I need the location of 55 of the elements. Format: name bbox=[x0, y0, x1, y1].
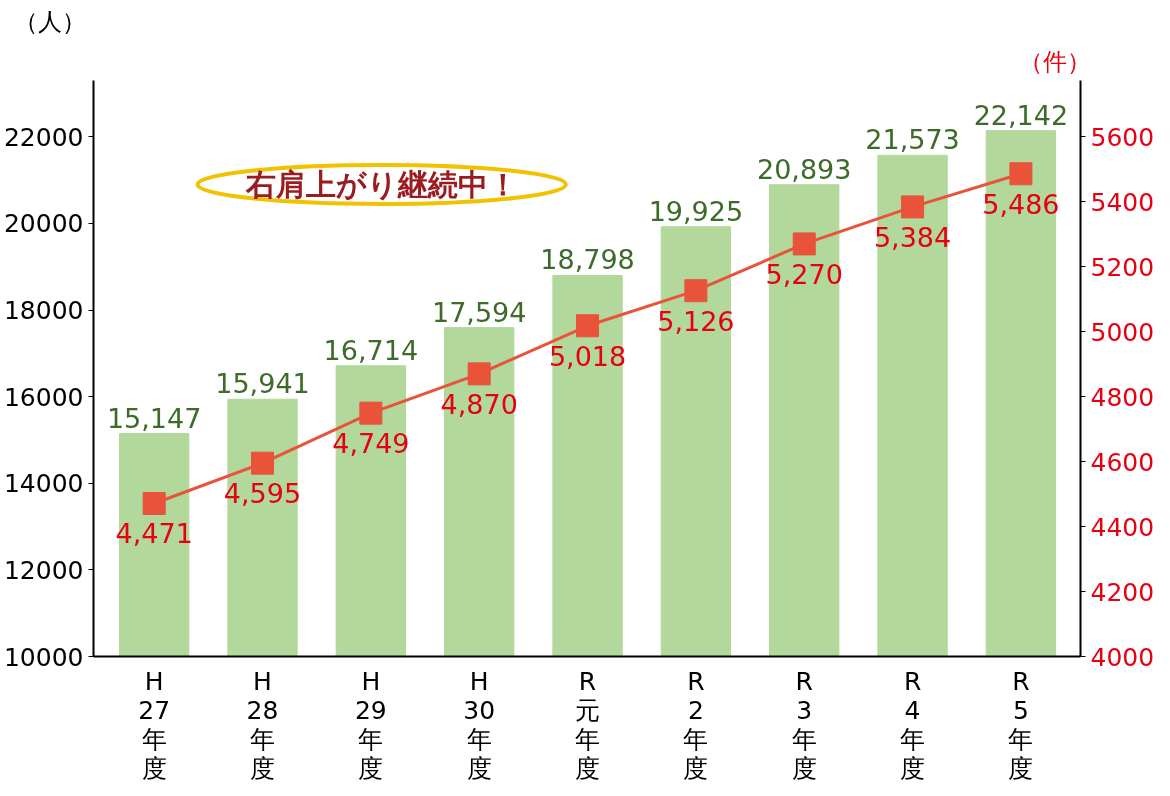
y2-tick-label: 4600 bbox=[1090, 447, 1155, 477]
x-tick-label: R2年度 bbox=[683, 666, 709, 783]
point bbox=[792, 232, 816, 256]
data-label: 22,142 bbox=[973, 99, 1069, 131]
data-label: 4,870 bbox=[440, 388, 518, 420]
point bbox=[1009, 162, 1033, 186]
y-tick-label: 14000 bbox=[3, 469, 84, 499]
point bbox=[359, 401, 383, 425]
y-tick-label: 20000 bbox=[3, 209, 84, 239]
x-tick-label: H27年度 bbox=[138, 666, 171, 783]
data-label: 17,594 bbox=[431, 296, 527, 328]
data-label: 20,893 bbox=[756, 153, 852, 185]
data-label: 4,749 bbox=[332, 428, 410, 460]
x-tick-label: R元年度 bbox=[575, 666, 601, 783]
y2-tick-label: 5200 bbox=[1090, 252, 1155, 282]
y2-tick-label: 5400 bbox=[1090, 187, 1155, 217]
data-label: 4,471 bbox=[115, 518, 193, 550]
data-label: 18,798 bbox=[540, 244, 635, 276]
point bbox=[684, 279, 708, 303]
data-label: 21,573 bbox=[865, 124, 960, 156]
data-label: 16,714 bbox=[323, 334, 419, 366]
x-tick-label: H30年度 bbox=[463, 666, 496, 783]
data-label: 5,126 bbox=[657, 305, 735, 337]
y2-tick-label: 4000 bbox=[1090, 642, 1155, 672]
x-tick-label: R4年度 bbox=[900, 666, 926, 783]
data-label: 19,925 bbox=[648, 195, 744, 227]
point bbox=[467, 362, 491, 386]
y2-tick-label: 4200 bbox=[1090, 577, 1155, 607]
x-tick-label: H28年度 bbox=[246, 666, 279, 783]
y-axis-title: （人） bbox=[13, 7, 86, 36]
x-tick-label: R3年度 bbox=[791, 666, 817, 783]
y2-tick-label: 5000 bbox=[1090, 317, 1155, 347]
y2-tick-label: 4800 bbox=[1090, 382, 1155, 412]
y2-tick-label: 5600 bbox=[1090, 122, 1155, 152]
point bbox=[901, 195, 925, 219]
data-label: 15,941 bbox=[215, 368, 310, 400]
data-label: 4,595 bbox=[223, 478, 302, 510]
y-tick-label: 12000 bbox=[3, 555, 84, 585]
data-label: 15,147 bbox=[106, 402, 202, 434]
point bbox=[251, 451, 275, 475]
y2-tick-label: 4400 bbox=[1090, 512, 1155, 542]
data-label: 5,486 bbox=[982, 188, 1060, 220]
annotation: 右肩上がり継続中！ bbox=[244, 166, 518, 202]
y-tick-label: 16000 bbox=[3, 382, 84, 412]
point bbox=[142, 491, 166, 515]
x-tick-label: R5年度 bbox=[1008, 666, 1034, 783]
data-label: 5,384 bbox=[873, 221, 952, 253]
data-label: 5,018 bbox=[548, 340, 627, 372]
x-tick-label: H29年度 bbox=[354, 666, 387, 783]
point bbox=[576, 314, 600, 338]
y2-axis-title: （件） bbox=[1018, 47, 1091, 76]
data-label: 5,270 bbox=[765, 258, 843, 290]
y-tick-label: 22000 bbox=[3, 122, 84, 152]
y-tick-label: 18000 bbox=[3, 296, 84, 326]
y-tick-label: 10000 bbox=[3, 642, 84, 672]
